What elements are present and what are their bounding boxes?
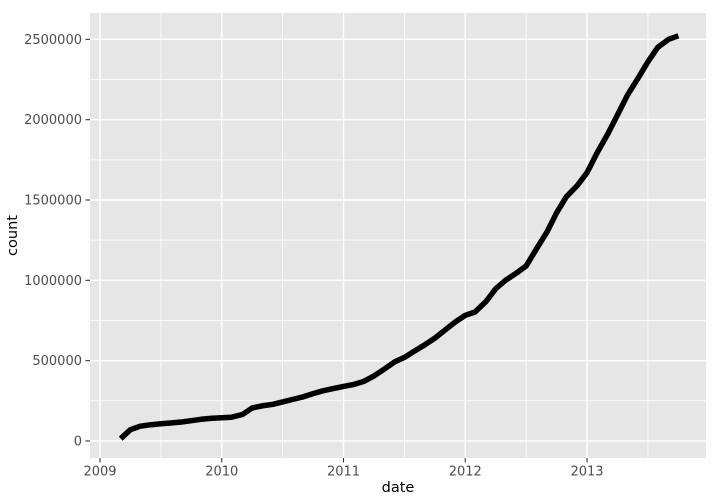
x-tick-label: 2010: [205, 465, 238, 480]
y-tick-label: 2000000: [24, 113, 82, 128]
x-axis-title: date: [382, 480, 415, 496]
axis-tick-marks: [85, 38, 588, 463]
x-tick-label: 2009: [83, 465, 116, 480]
y-axis-title: count: [5, 215, 21, 256]
plot-panel: [90, 13, 706, 458]
y-tick-label: 2500000: [24, 33, 82, 48]
minor-gridlines: [90, 13, 706, 458]
x-tick-label: 2011: [327, 465, 360, 480]
major-gridlines: [90, 13, 706, 458]
x-tick-label: 2012: [449, 465, 482, 480]
y-tick-label: 0: [74, 434, 82, 449]
y-tick-label: 500000: [32, 354, 82, 369]
data-line-count: [118, 33, 680, 441]
axis-tick-labels: 2009 2010 2011 2012 2013 0 500000 1000000 150000…: [24, 33, 603, 480]
x-tick-label: 2013: [570, 465, 603, 480]
y-tick-label: 1500000: [24, 193, 82, 208]
y-tick-label: 1000000: [24, 274, 82, 289]
